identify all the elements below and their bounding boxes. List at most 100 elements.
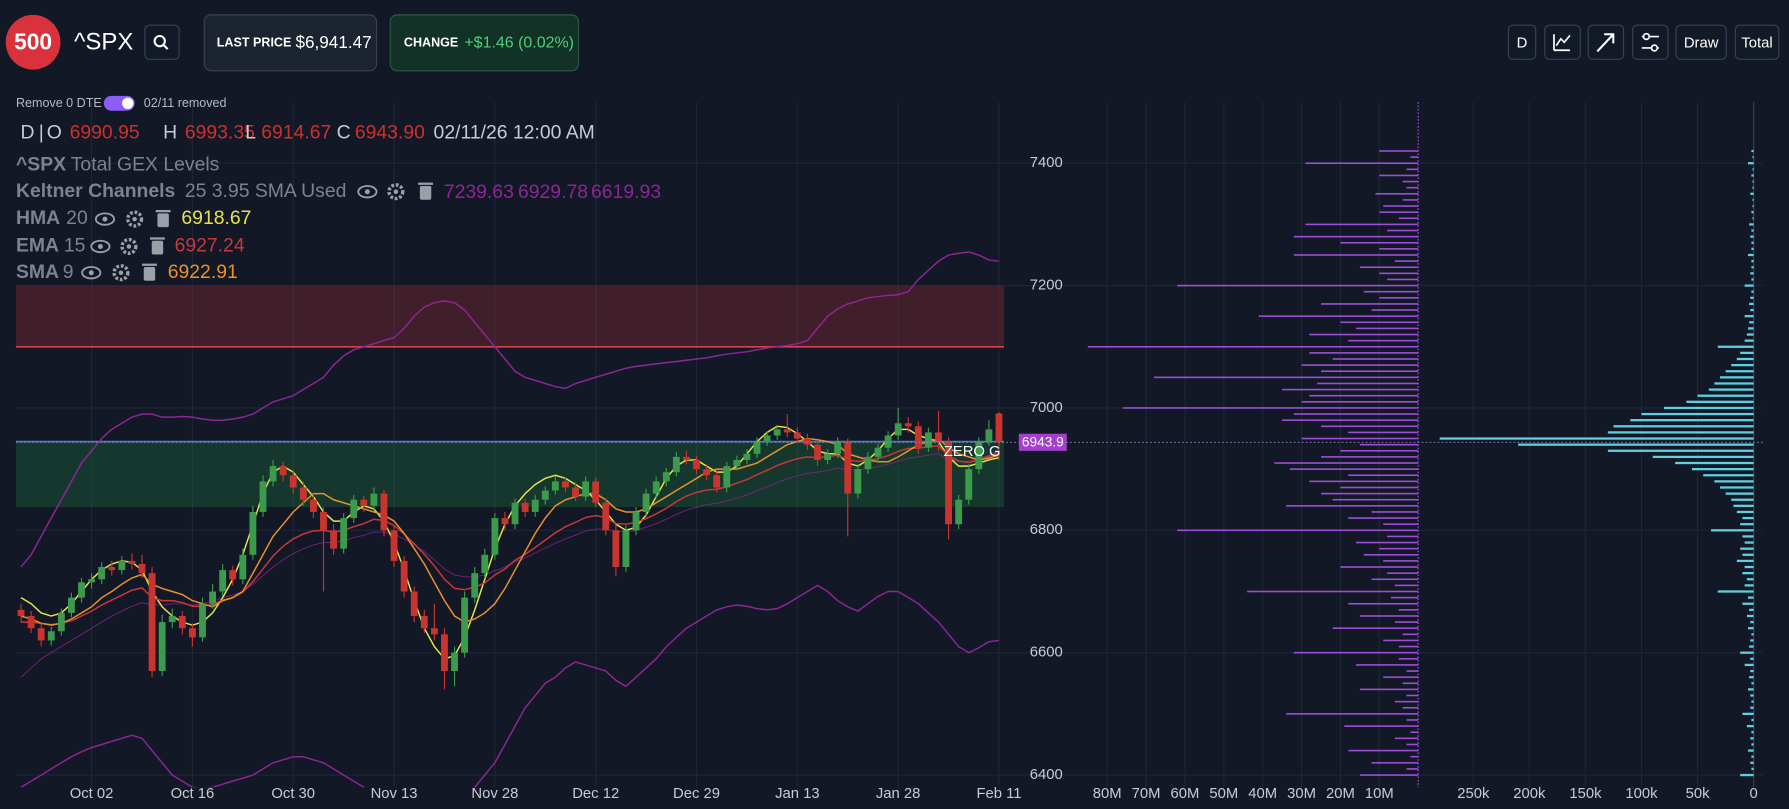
gex-bar	[1703, 474, 1754, 477]
indicator-name: HMA	[16, 207, 60, 229]
last-price-label: LAST PRICE	[217, 36, 292, 50]
x-tick-label: Oct 02	[70, 786, 114, 802]
interval-button[interactable]	[1507, 24, 1537, 60]
gex-bar	[1379, 547, 1419, 550]
search-button[interactable]	[144, 24, 180, 60]
candle-body	[340, 518, 348, 549]
eye-icon[interactable]	[357, 185, 378, 199]
logo-text: 500	[14, 28, 52, 54]
gex-bar	[1406, 694, 1419, 697]
candle-body	[783, 429, 791, 433]
gex-bar	[1383, 676, 1419, 678]
trash-icon[interactable]	[419, 186, 432, 200]
gex-bar	[1752, 198, 1754, 202]
gex-bar	[1375, 193, 1419, 195]
trash-icon[interactable]	[151, 240, 164, 255]
candle-body	[420, 615, 428, 629]
gex-bar	[1751, 682, 1754, 685]
toggle-note: 02/11 removed	[144, 96, 227, 110]
candle-body	[118, 560, 126, 571]
candle-body	[370, 493, 378, 506]
gex-panels	[1087, 102, 1755, 788]
gex-bar	[1355, 327, 1419, 330]
candles	[17, 407, 1003, 690]
gex-bar	[1344, 725, 1419, 727]
gear-icon	[126, 244, 132, 249]
gex-bar	[1394, 700, 1419, 703]
gex-bar	[1379, 272, 1419, 275]
candle-body	[894, 423, 902, 436]
gear-icon	[118, 270, 124, 276]
indicators-button[interactable]	[1544, 24, 1581, 60]
candle-body	[269, 466, 277, 482]
eye-icon[interactable]	[90, 239, 111, 254]
indicator-value: 6619.93	[591, 181, 661, 203]
y-tick-label: 7000	[1030, 400, 1063, 416]
gex-bar	[1740, 651, 1754, 654]
x-tick-label: Dec 29	[673, 786, 720, 802]
gear-icon[interactable]	[126, 210, 144, 228]
gex-bar	[1749, 608, 1754, 611]
candle-body	[844, 441, 852, 494]
gex-bar	[1379, 150, 1419, 152]
draw-button[interactable]	[1675, 24, 1727, 60]
candle-body	[430, 628, 438, 635]
gex-bar	[1751, 767, 1754, 771]
gex-bar	[1742, 535, 1754, 538]
gex-bar	[1394, 260, 1419, 262]
gex-bar	[1406, 743, 1419, 746]
x-tick-label: 10M	[1365, 786, 1394, 802]
chart-title: Total GEX Levels	[71, 154, 220, 176]
legend-ohlc-value: 6914.67	[261, 122, 331, 144]
trash-icon[interactable]	[143, 267, 156, 281]
gex-bar	[1751, 149, 1754, 153]
candle-body	[320, 511, 327, 531]
candle-body	[723, 466, 731, 488]
legend-ohlc-value: 6993.35	[185, 122, 255, 144]
gex-bar	[1750, 620, 1754, 624]
gex-bar	[1748, 596, 1754, 599]
candle-body	[985, 429, 993, 442]
total-button[interactable]	[1734, 24, 1780, 60]
gex-bar	[1340, 566, 1419, 568]
candle-body	[27, 615, 35, 629]
x-tick-label: 200k	[1513, 786, 1546, 802]
gex-bar	[1719, 486, 1754, 489]
gex-bar	[1359, 774, 1419, 776]
indicator-params: 15	[64, 235, 86, 257]
x-tick-label: 60M	[1171, 786, 1200, 802]
symbol: ^SPX	[74, 29, 133, 56]
gex-bar	[1751, 247, 1754, 251]
interval-button-text: D	[1517, 35, 1528, 51]
gex-bar	[1390, 596, 1419, 599]
settings-button[interactable]	[1632, 24, 1669, 60]
indicator-line	[20, 445, 1000, 626]
candle-body	[924, 432, 932, 448]
candle-body	[229, 570, 237, 580]
gex-bar	[1751, 241, 1754, 244]
eye-icon[interactable]	[94, 212, 116, 226]
gex-bar	[1733, 504, 1754, 507]
candle-body	[662, 472, 670, 482]
last-price: $6,941.47	[296, 33, 372, 52]
gear-icon[interactable]	[387, 183, 405, 201]
eye-icon[interactable]	[81, 266, 102, 280]
indicator-value: 6927.24	[175, 235, 245, 257]
gear-icon[interactable]	[112, 264, 130, 282]
gex-bar	[1613, 425, 1754, 428]
trash-icon[interactable]	[157, 213, 169, 228]
gex-bar	[1714, 480, 1754, 483]
gex-bar	[1742, 712, 1754, 716]
gex-bar	[1289, 468, 1419, 470]
y-tick-label: 7400	[1030, 155, 1063, 171]
candle-body	[804, 438, 811, 445]
gex-bar	[1340, 486, 1419, 489]
gex-bar	[1309, 480, 1419, 483]
gex-bar	[1301, 437, 1419, 440]
gear-icon[interactable]	[120, 237, 138, 256]
legend-symbol: ^SPX	[16, 154, 66, 176]
gex-bar	[1301, 401, 1419, 403]
logo[interactable]	[5, 14, 61, 70]
eye-icon	[102, 216, 108, 222]
